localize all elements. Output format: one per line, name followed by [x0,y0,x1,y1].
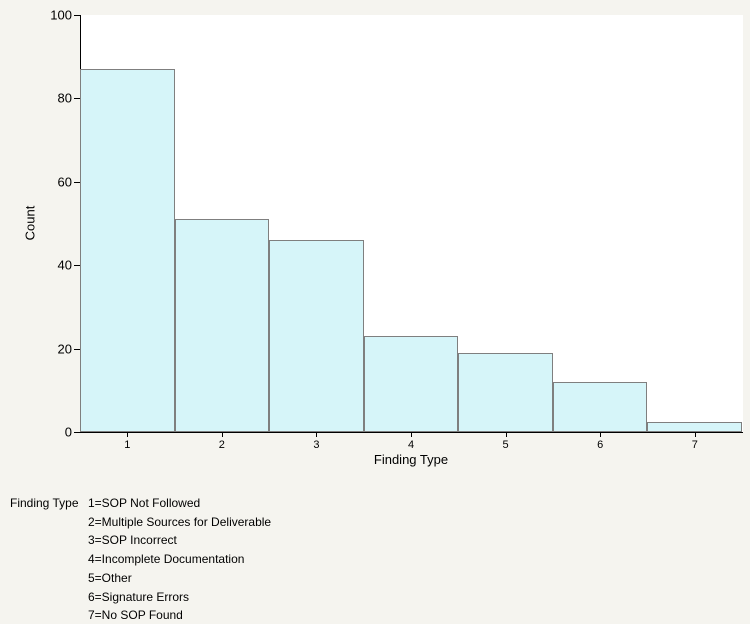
x-axis-label: Finding Type [373,452,449,467]
bar [174,219,270,432]
legend-item: 4=Incomplete Documentation [88,552,245,567]
legend-item: 5=Other [88,570,132,585]
y-tick-label: 100 [50,7,72,23]
y-tick-label: 60 [57,174,72,190]
y-axis-tick-labels: 0 20 40 60 80 100 [36,8,72,440]
bar [269,240,364,432]
legend-item: 2=Multiple Sources for Deliverable [88,514,272,529]
x-tick-label: 7 [647,433,742,451]
y-tick-label: 20 [57,341,72,357]
y-axis-tick-marks [74,15,80,433]
bar [647,421,742,432]
legend-item: 7=No SOP Found [88,608,183,623]
legend-item: 1=SOP Not Followed [88,496,201,510]
y-tick-mark [74,15,80,16]
x-tick-label: 1 [80,433,175,451]
y-tick-label: 80 [57,90,72,106]
legend-item: 3=SOP Incorrect [88,533,177,548]
bar [458,352,553,432]
legend-items: 1=SOP Not Followed 2=Multiple Sources for… [88,494,271,624]
x-tick-label: 5 [458,433,553,451]
bar [363,336,459,432]
x-tick-label: 3 [269,433,364,451]
bar [552,381,648,432]
x-tick-label: 4 [364,433,459,451]
y-tick-label: 40 [57,257,72,273]
y-tick-mark [74,181,80,183]
y-tick-label: 0 [64,424,72,440]
y-tick-mark [74,432,80,433]
x-tick-label: 2 [175,433,270,451]
bar [80,69,175,432]
legend: Finding Type 1=SOP Not Followed 2=Multipl… [10,494,271,624]
bar-series [80,15,743,432]
y-tick-mark [74,265,80,267]
plot-area [80,15,743,433]
legend-title: Finding Type [10,496,79,510]
y-tick-mark [74,348,80,350]
x-tick-label: 6 [553,433,648,451]
y-tick-mark [74,98,80,100]
legend-item: 6=Signature Errors [88,589,190,604]
